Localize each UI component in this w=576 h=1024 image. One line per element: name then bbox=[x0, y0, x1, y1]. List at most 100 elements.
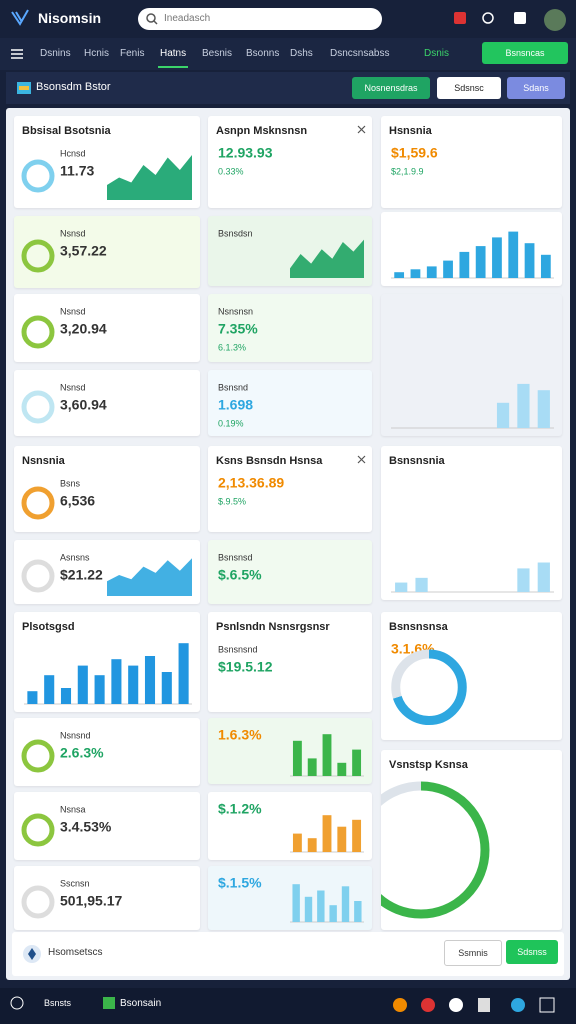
card-delta: $2,1.9.9 bbox=[391, 166, 424, 176]
donut-segment bbox=[381, 781, 490, 919]
card-value: 12.93.93 bbox=[218, 145, 273, 161]
card-canvas: Nsnsd 3,57.22 bbox=[21, 228, 107, 273]
bar bbox=[111, 659, 122, 704]
status-ring bbox=[21, 739, 55, 773]
nav-button[interactable]: Bsnsncas bbox=[482, 42, 568, 64]
top-bar: Nisomsin Ineadasch bbox=[0, 0, 576, 36]
bar bbox=[354, 901, 362, 922]
card-label: Nsnsd bbox=[60, 228, 86, 238]
bar bbox=[144, 656, 156, 704]
bar bbox=[492, 237, 502, 278]
nav-status: Dsnis bbox=[424, 48, 450, 59]
bar bbox=[394, 272, 405, 278]
card-canvas: Nsnsnia Bsns 6,536 bbox=[21, 455, 95, 520]
card: Nsnsnd 2.6.3% bbox=[14, 718, 200, 786]
card-label: Bsnsnsd bbox=[218, 552, 253, 562]
card: Bsnsdsn bbox=[208, 216, 372, 286]
card-value: 3,57.22 bbox=[60, 243, 107, 259]
bar bbox=[537, 562, 550, 592]
search-box[interactable]: Ineadasch bbox=[138, 8, 382, 30]
nav-tab[interactable]: Hcnis bbox=[84, 48, 110, 59]
card-canvas: Vsnstsp Ksnsa bbox=[381, 759, 490, 919]
card-title: Vsnstsp Ksnsa bbox=[389, 759, 469, 771]
bar bbox=[27, 691, 38, 704]
card-value: 501,95.17 bbox=[60, 893, 122, 909]
bar bbox=[395, 582, 408, 592]
card-value: $.1.2% bbox=[218, 801, 262, 817]
nav-tab[interactable]: Dshs bbox=[290, 48, 313, 59]
bar bbox=[307, 758, 317, 776]
bar bbox=[77, 665, 88, 704]
bar bbox=[337, 826, 347, 852]
nav-tab[interactable]: Dsncsnsabss bbox=[330, 48, 390, 59]
card: Bsnsnsd $.6.5% bbox=[208, 540, 372, 604]
bar bbox=[426, 266, 437, 278]
card-canvas: Hsnsnia $1,59.6 $2,1.9.9 bbox=[389, 125, 438, 176]
main-panel: Hsomsetscs Ssmnis Sdsnss Bbsisal Bsotsni… bbox=[6, 108, 570, 980]
card-canvas: Bsnsnsd $.6.5% bbox=[218, 552, 262, 582]
card-canvas bbox=[391, 231, 554, 279]
card-title: Bsnsnsnsa bbox=[389, 621, 449, 633]
bar bbox=[337, 762, 347, 776]
status-ring bbox=[21, 159, 55, 193]
toolbar-button[interactable]: Sdans bbox=[507, 77, 565, 99]
bar bbox=[322, 734, 332, 776]
card-delta: 6.1.3% bbox=[218, 342, 246, 352]
close-icon[interactable] bbox=[357, 455, 366, 464]
sparkline-area bbox=[107, 155, 192, 200]
card: Psnlsndn Nsnsrgsnsr Bsnsnsnd $19.5.12 bbox=[208, 612, 372, 712]
card-label: Nsnsd bbox=[60, 382, 86, 392]
toolbar-button[interactable]: Sdsnsc bbox=[437, 77, 501, 99]
header-icons bbox=[454, 9, 566, 31]
nav-tab[interactable]: Hatns bbox=[160, 48, 187, 59]
card bbox=[381, 212, 562, 286]
card: Vsnstsp Ksnsa bbox=[381, 750, 562, 930]
card: Ksns Bsnsdn Hsnsa 2,13.36.89 $.9.5% bbox=[208, 446, 372, 532]
card: Nsnsnia Bsns 6,536 bbox=[14, 446, 200, 532]
bar bbox=[459, 251, 470, 278]
nav-tab[interactable]: Besnis bbox=[202, 48, 233, 59]
nav-tab[interactable]: Dsnins bbox=[40, 48, 71, 59]
card-label: Bsnsdsn bbox=[218, 228, 253, 238]
footer-button[interactable]: Ssmnis bbox=[444, 940, 502, 966]
nav-tab[interactable]: Bsonns bbox=[246, 48, 280, 59]
bar bbox=[329, 905, 337, 922]
card-value: 7.35% bbox=[218, 321, 258, 337]
bar bbox=[304, 896, 313, 922]
nav-tab[interactable]: Fenis bbox=[120, 48, 145, 59]
bar bbox=[292, 833, 302, 852]
status-ring bbox=[21, 559, 55, 593]
footer-label[interactable]: Hsomsetscs bbox=[48, 947, 103, 958]
card-title: Bbsisal Bsotsnia bbox=[22, 125, 112, 137]
footer-bar: Hsomsetscs Ssmnis Sdsnss bbox=[12, 932, 564, 976]
card-label: Bsnsnd bbox=[218, 382, 248, 392]
card-delta: 0.19% bbox=[218, 418, 244, 428]
status-ring bbox=[21, 813, 55, 847]
app-name: Nisomsin bbox=[38, 10, 102, 26]
card-canvas: $.1.5% bbox=[218, 875, 364, 923]
card: Bsnsnd 1.698 0.19% bbox=[208, 370, 372, 436]
close-icon[interactable] bbox=[357, 125, 366, 134]
card-title: Bsnsnsnia bbox=[389, 455, 446, 467]
nav-bar: Dsnis Bsnsncas Dsnins Hcnis Fenis Hatns Besn… bbox=[0, 38, 576, 70]
donut-segment bbox=[381, 781, 490, 919]
card-canvas: Psnlsndn Nsnsrgsnsr Bsnsnsnd $19.5.12 bbox=[216, 621, 330, 675]
card-canvas: Ksns Bsnsdn Hsnsa 2,13.36.89 $.9.5% bbox=[216, 455, 366, 506]
bar bbox=[352, 749, 362, 776]
bar bbox=[517, 568, 530, 592]
toolbar-button[interactable]: Nosnensdras bbox=[352, 77, 430, 99]
card-value: 1.6.3% bbox=[218, 727, 262, 743]
footer-button[interactable]: Sdsnss bbox=[506, 940, 558, 964]
card: Asnsns $21.22 bbox=[14, 540, 200, 604]
card-delta: 0.33% bbox=[218, 166, 244, 176]
toolbar: Bsonsdm Bstor Nosnensdras Sdsnsc Sdans bbox=[6, 72, 570, 104]
card-canvas: Bsnsnsnia bbox=[389, 455, 554, 593]
status-ring bbox=[21, 390, 55, 424]
status-ring bbox=[21, 885, 55, 919]
bar bbox=[292, 740, 302, 776]
bar bbox=[443, 260, 453, 278]
bar bbox=[352, 819, 362, 852]
bar bbox=[517, 383, 530, 428]
